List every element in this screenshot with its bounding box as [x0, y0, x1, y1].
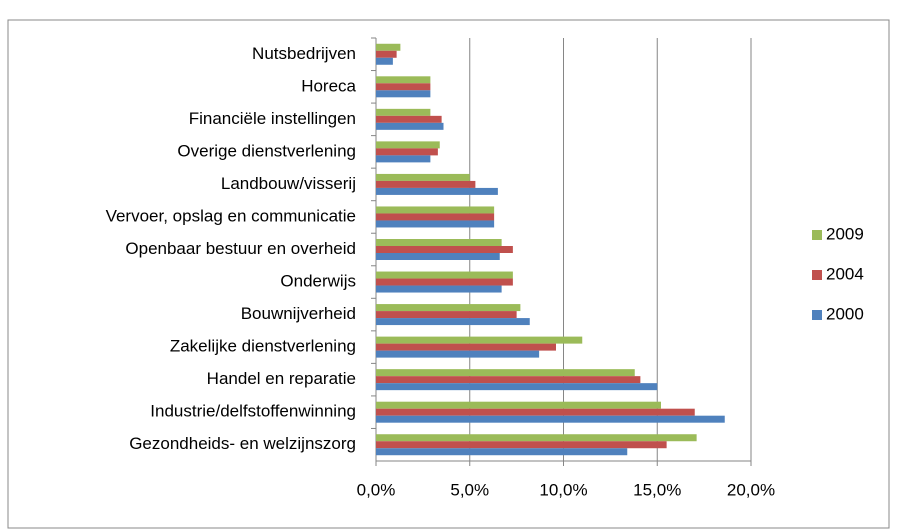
- bar: [376, 350, 540, 358]
- bar: [376, 155, 431, 163]
- bar: [376, 173, 470, 181]
- y-tick-label: Landbouw/visserij: [221, 174, 356, 193]
- x-tick-label: 0,0%: [357, 480, 396, 499]
- bar: [376, 246, 513, 253]
- y-tick-label: Handel en reparatie: [207, 369, 356, 388]
- y-tick-label: Overige dienstverlening: [177, 141, 356, 160]
- bar: [376, 434, 697, 442]
- bar: [376, 213, 495, 221]
- bar: [376, 90, 431, 98]
- bar: [376, 304, 521, 312]
- legend-label: 2009: [826, 224, 864, 243]
- bar: [376, 343, 556, 351]
- bar: [376, 253, 500, 260]
- bar: [376, 148, 438, 156]
- y-tick-label: Industrie/delfstoffenwinning: [150, 402, 356, 421]
- bar: [376, 376, 641, 384]
- bar: [376, 336, 583, 344]
- bar: [376, 206, 495, 214]
- bar: [376, 115, 442, 123]
- bar: [376, 239, 502, 246]
- y-tick-label: Onderwijs: [280, 272, 356, 291]
- legend-label: 2004: [826, 264, 864, 283]
- bar: [376, 108, 431, 116]
- y-tick-label: Openbaar bestuur en overheid: [125, 239, 356, 258]
- bar: [376, 415, 725, 423]
- bar: [376, 318, 530, 326]
- y-tick-label: Nutsbedrijven: [252, 44, 356, 63]
- legend-swatch: [812, 310, 822, 320]
- bar: [376, 285, 502, 293]
- bar: [376, 448, 628, 456]
- y-tick-label: Financiële instellingen: [189, 109, 356, 128]
- bar: [376, 43, 401, 51]
- bar: [376, 401, 661, 409]
- bar: [376, 278, 513, 286]
- bar: [376, 220, 495, 228]
- bar: [376, 83, 431, 91]
- bar: [376, 180, 476, 188]
- bar: [376, 57, 393, 65]
- y-tick-label: Bouwnijverheid: [241, 304, 356, 323]
- bar: [376, 441, 667, 449]
- x-tick-label: 5,0%: [450, 480, 489, 499]
- x-tick-label: 10,0%: [539, 480, 587, 499]
- y-tick-label: Horeca: [301, 76, 356, 95]
- legend-label: 2000: [826, 304, 864, 323]
- bar: [376, 50, 397, 58]
- bar: [376, 369, 635, 377]
- bar: [376, 271, 513, 279]
- bar: [376, 122, 444, 130]
- y-tick-label: Zakelijke dienstverlening: [170, 337, 356, 356]
- x-tick-label: 15,0%: [633, 480, 681, 499]
- bar: [376, 383, 658, 391]
- bar: [376, 76, 431, 84]
- bar: [376, 187, 498, 195]
- bar: [376, 141, 440, 149]
- bar: [376, 311, 517, 319]
- y-tick-label: Vervoer, opslag en communicatie: [106, 206, 356, 225]
- bar: [376, 408, 695, 416]
- x-tick-label: 20,0%: [727, 480, 775, 499]
- y-tick-label: Gezondheids- en welzijnszorg: [129, 434, 356, 453]
- legend-swatch: [812, 230, 822, 240]
- legend-swatch: [812, 270, 822, 280]
